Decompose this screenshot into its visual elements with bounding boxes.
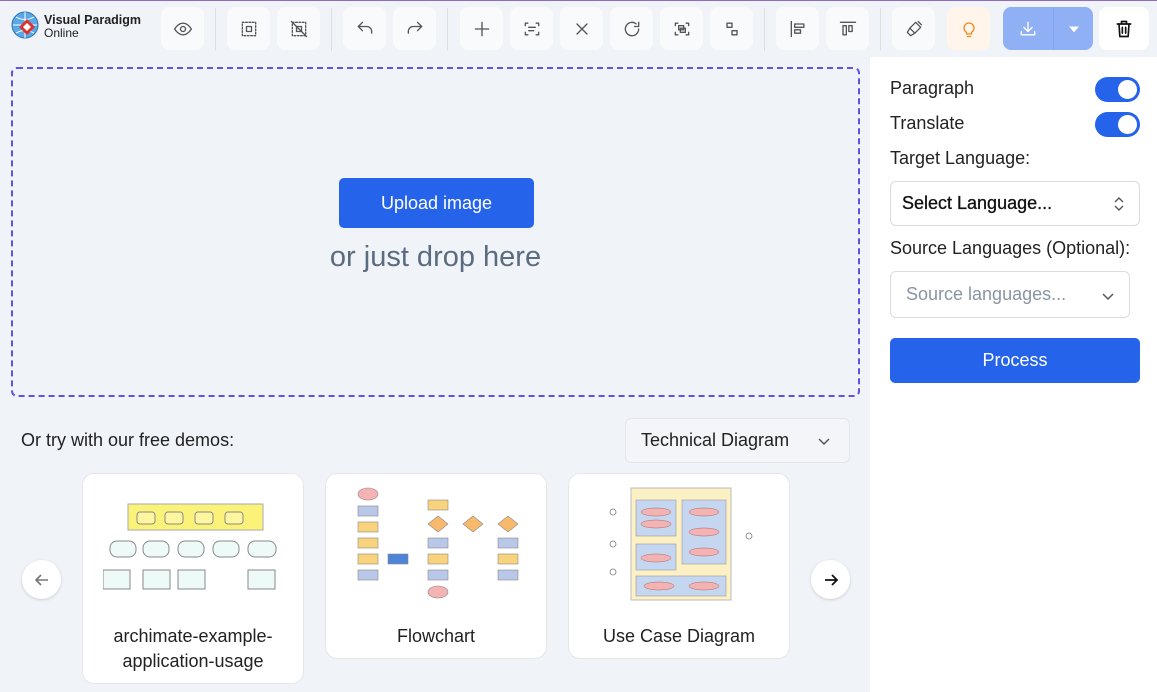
- demo-category-select[interactable]: Technical Diagram: [625, 418, 850, 463]
- paragraph-label: Paragraph: [890, 78, 975, 98]
- arrow-right-icon: [824, 573, 838, 586]
- group-button[interactable]: [660, 7, 703, 50]
- brush-icon: [906, 20, 922, 36]
- align-left-icon: [790, 20, 804, 37]
- demo-card-use-case[interactable]: Use Case Diagram: [568, 473, 790, 659]
- scan-text-button[interactable]: [510, 7, 553, 50]
- drop-hint: or just drop here: [329, 241, 542, 273]
- refresh-icon: [624, 21, 639, 36]
- divider: [215, 8, 216, 51]
- download-icon: [1020, 21, 1036, 35]
- upload-image-button[interactable]: Upload image: [339, 178, 534, 228]
- select-arrows-icon: [1114, 197, 1124, 211]
- align-left-button[interactable]: [776, 7, 819, 50]
- download-options-button[interactable]: [1053, 7, 1093, 50]
- settings-panel: Paragraph Translate Target Language: Sel…: [870, 57, 1157, 692]
- drop-zone[interactable]: Upload image or just drop here: [11, 67, 860, 397]
- redo-icon: [407, 21, 422, 34]
- logo-subtext: Online: [44, 25, 79, 40]
- arrow-left-icon: [34, 573, 48, 586]
- target-language-value: Select Language...: [902, 193, 1053, 213]
- source-languages-placeholder: Source languages...: [906, 284, 1067, 304]
- divider: [764, 8, 765, 51]
- demo-card-flowchart[interactable]: Flowchart: [325, 473, 547, 659]
- download-button[interactable]: [1003, 7, 1053, 50]
- add-button[interactable]: [460, 7, 503, 50]
- carousel-next-button[interactable]: [811, 560, 850, 599]
- source-languages-select[interactable]: Source languages...: [890, 271, 1130, 318]
- process-button[interactable]: Process: [890, 338, 1140, 383]
- undo-icon: [357, 21, 372, 34]
- demo-category-value: Technical Diagram: [641, 430, 790, 450]
- carousel-prev-button[interactable]: [22, 560, 61, 599]
- demo-card-archimate[interactable]: archimate-example-application-usage: [82, 473, 304, 684]
- remove-button[interactable]: [560, 7, 603, 50]
- logo[interactable]: Visual Paradigm Online: [11, 11, 141, 41]
- divider: [880, 8, 881, 51]
- flowchart-thumbnail: [357, 487, 519, 599]
- toolbar: Visual Paradigm Online: [0, 1, 1157, 57]
- demo-card-title: archimate-example-application-usage: [113, 626, 273, 671]
- window-top-border: [0, 0, 1157, 1]
- scan-text-icon: [524, 22, 539, 35]
- target-language-label: Target Language:: [890, 148, 1031, 168]
- select-all-icon: [241, 21, 256, 36]
- translate-label: Translate: [890, 113, 965, 133]
- refresh-button[interactable]: [610, 7, 653, 50]
- deselect-icon: [290, 20, 307, 37]
- ungroup-icon: [725, 22, 738, 35]
- logo-icon: [11, 11, 39, 39]
- plus-icon: [474, 21, 489, 36]
- caret-down-icon: [1068, 26, 1079, 32]
- align-top-button[interactable]: [826, 7, 869, 50]
- undo-button[interactable]: [343, 7, 386, 50]
- archimate-thumbnail: [103, 503, 277, 590]
- select-all-button[interactable]: [227, 7, 270, 50]
- demos-label: Or try with our free demos:: [21, 430, 235, 450]
- chevron-down-icon: [1102, 293, 1114, 301]
- align-top-icon: [839, 21, 856, 35]
- trash-icon: [1116, 20, 1132, 37]
- divider: [447, 8, 448, 51]
- demo-card-title: Use Case Diagram: [602, 626, 756, 646]
- tips-button[interactable]: [947, 7, 990, 50]
- logo-text: Visual Paradigm: [44, 12, 142, 27]
- redo-button[interactable]: [393, 7, 436, 50]
- use-case-thumbnail: [609, 487, 753, 601]
- deselect-button[interactable]: [277, 7, 320, 50]
- lightbulb-icon: [962, 21, 975, 37]
- style-button[interactable]: [892, 7, 935, 50]
- source-languages-label: Source Languages (Optional):: [890, 238, 1131, 258]
- chevron-down-icon: [818, 438, 830, 446]
- main-area: Upload image or just drop here Or try wi…: [0, 57, 870, 692]
- delete-button[interactable]: [1099, 7, 1149, 50]
- eye-icon: [173, 22, 192, 35]
- group-icon: [674, 22, 689, 35]
- translate-toggle[interactable]: [1095, 112, 1140, 137]
- demo-card-title: Flowchart: [396, 626, 476, 646]
- target-language-select[interactable]: Select Language...: [890, 181, 1140, 226]
- ungroup-button[interactable]: [710, 7, 753, 50]
- close-icon: [575, 22, 588, 35]
- preview-button[interactable]: [161, 7, 204, 50]
- paragraph-toggle[interactable]: [1095, 77, 1140, 102]
- divider: [331, 8, 332, 51]
